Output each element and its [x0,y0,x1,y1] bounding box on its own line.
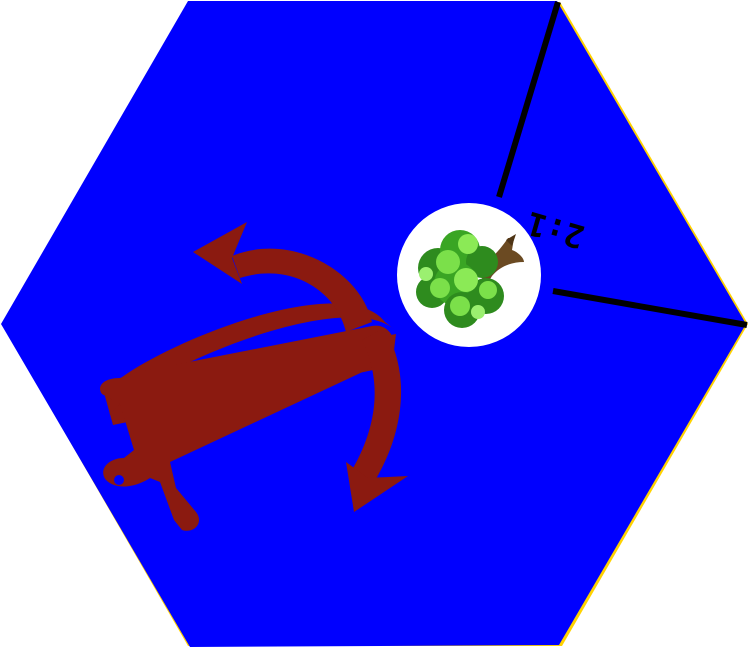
anchor-icon [100,222,408,531]
tree-icon [416,230,524,328]
port-divider-line-lower [552,288,748,328]
port-divider-line-upper [496,1,561,198]
